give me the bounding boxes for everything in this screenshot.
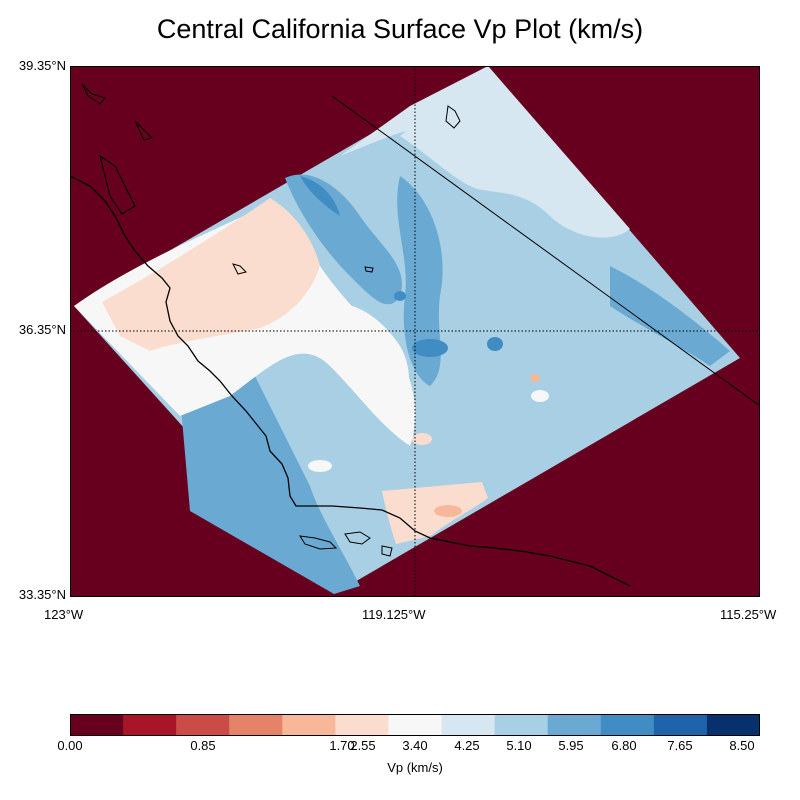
- vp-zone-darker-spot-2: [394, 291, 406, 301]
- colorbar-tick: 3.40: [402, 738, 428, 753]
- latitude-label-top: 39.35°N: [18, 58, 66, 73]
- vp-map: [70, 66, 760, 597]
- colorbar-tick: 8.50: [729, 738, 755, 753]
- lake-outline-3: [445, 105, 461, 129]
- vp-zone-white-spot-2: [308, 460, 332, 472]
- colorbar-swatch: [600, 714, 655, 736]
- vp-zone-salmon-coastal: [102, 198, 320, 351]
- colorbar-swatch: [229, 714, 283, 736]
- colorbar-tick: 0.85: [190, 738, 216, 753]
- map-frame: [70, 66, 760, 597]
- lake-outline-5: [364, 266, 374, 273]
- vp-zone-dark-band-north: [285, 174, 402, 305]
- colorbar-tick: 5.95: [558, 738, 584, 753]
- colorbar-tick: 7.65: [667, 738, 693, 753]
- colorbar-swatch: [123, 714, 177, 736]
- island-outline-1: [299, 535, 338, 550]
- vp-zone-salmon-dark-south: [434, 505, 462, 517]
- colorbar-tick: 6.80: [611, 738, 637, 753]
- vp-zone-salmon-spot: [412, 433, 432, 445]
- colorbar-tick: 0.00: [57, 738, 83, 753]
- colorbar-swatch: [335, 714, 389, 736]
- colorbar-swatch: [282, 714, 336, 736]
- longitude-label-west: 123°W: [44, 607, 84, 622]
- colorbar-tick: 1.70: [329, 738, 355, 753]
- vp-zone-salmon-spot-2: [530, 374, 540, 382]
- lake-outline-1: [81, 83, 106, 105]
- colorbar-tick: 2.55: [350, 738, 376, 753]
- vp-zone-dark-east: [610, 266, 730, 366]
- vp-zone-darker-spot: [487, 337, 503, 351]
- state-border-line: [331, 95, 760, 407]
- colorbar-tick: 4.25: [454, 738, 480, 753]
- colorbar-swatch: [653, 714, 708, 736]
- latitude-label-bottom: 33.35°N: [18, 587, 66, 602]
- vp-zone-darker-north: [300, 176, 340, 216]
- island-outline-2: [344, 531, 371, 545]
- colorbar-swatch: [388, 714, 443, 736]
- colorbar-tick: 5.10: [506, 738, 532, 753]
- colorbar-swatch: [494, 714, 549, 736]
- lake-outline-4: [232, 263, 247, 275]
- longitude-label-east: 115.25°W: [720, 607, 777, 622]
- island-outline-3: [381, 545, 393, 557]
- colorbar-swatch: [547, 714, 602, 736]
- colorbar-swatch: [176, 714, 230, 736]
- longitude-label-center: 119.125°W: [362, 607, 426, 622]
- vp-zone-dark-band-central: [397, 176, 443, 386]
- vp-zone-white-spot: [531, 390, 549, 402]
- colorbar-swatch: [706, 714, 760, 736]
- latitude-label-middle: 36.35°N: [18, 322, 66, 337]
- colorbar-swatch: [70, 714, 124, 736]
- vp-zone-light-north: [340, 66, 488, 156]
- coastline: [70, 175, 631, 587]
- colorbar-label: Vp (km/s): [387, 760, 443, 775]
- colorbar-swatch: [441, 714, 496, 736]
- vp-zone-dark-southwest: [180, 366, 360, 594]
- colorbar-frame: [70, 714, 760, 736]
- colorbar: [70, 714, 760, 736]
- vp-zone-darker-center: [412, 339, 448, 357]
- vp-zone-white-valley: [320, 303, 410, 426]
- page-title: Central California Surface Vp Plot (km/s…: [156, 14, 644, 44]
- lake-outline-2: [134, 120, 153, 141]
- bay-outline: [99, 154, 136, 215]
